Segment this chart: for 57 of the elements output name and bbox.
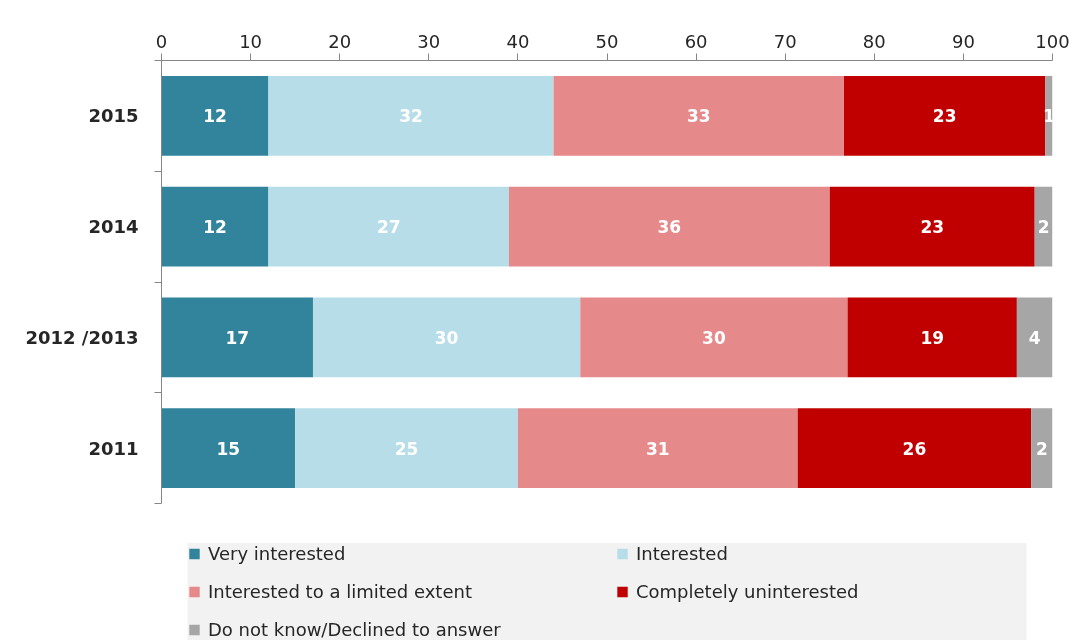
data-label: 23 bbox=[932, 106, 957, 127]
data-label: 4 bbox=[1028, 327, 1041, 348]
legend-label: Do not know/Declined to answer bbox=[208, 619, 502, 640]
x-tick-label: 80 bbox=[862, 30, 886, 52]
x-tick-label: 30 bbox=[417, 30, 441, 52]
legend-label: Interested to a limited extent bbox=[208, 581, 473, 602]
data-label: 19 bbox=[920, 327, 945, 348]
data-label: 12 bbox=[203, 217, 227, 238]
data-label: 27 bbox=[376, 217, 401, 238]
bar bbox=[268, 186, 509, 267]
data-label: 33 bbox=[686, 106, 711, 127]
x-tick-label: 0 bbox=[155, 30, 168, 52]
x-tick-label: 20 bbox=[328, 30, 352, 52]
bar bbox=[295, 408, 518, 488]
y-tick-label: 2015 bbox=[88, 105, 139, 127]
bar bbox=[1031, 408, 1053, 488]
data-label: 2 bbox=[1037, 217, 1050, 238]
legend-label: Completely uninterested bbox=[636, 581, 860, 602]
bar bbox=[847, 297, 1017, 378]
legend-label: Interested bbox=[636, 543, 729, 564]
bar bbox=[508, 186, 830, 267]
bar bbox=[580, 297, 848, 378]
data-label: 17 bbox=[225, 327, 250, 348]
data-label: 26 bbox=[902, 438, 927, 459]
x-tick-label: 40 bbox=[506, 30, 530, 52]
x-tick-label: 70 bbox=[773, 30, 797, 52]
bar bbox=[268, 76, 554, 156]
bar bbox=[829, 186, 1035, 267]
bar bbox=[312, 297, 581, 378]
data-label: 32 bbox=[399, 106, 423, 127]
y-tick-label: 2011 bbox=[88, 437, 139, 459]
data-label: 25 bbox=[394, 438, 419, 459]
y-tick-label: 2014 bbox=[88, 216, 139, 238]
x-tick-label: 10 bbox=[239, 30, 263, 52]
x-tick-label: 90 bbox=[951, 30, 975, 52]
x-tick-label: 60 bbox=[684, 30, 708, 52]
bar bbox=[161, 186, 269, 267]
bar bbox=[553, 76, 845, 156]
bar bbox=[844, 76, 1046, 156]
data-label: 36 bbox=[657, 217, 682, 238]
x-tick-label: 100 bbox=[1035, 30, 1070, 52]
data-label: 2 bbox=[1035, 438, 1048, 459]
legend-label: Very interested bbox=[208, 543, 347, 564]
x-tick-label: 50 bbox=[595, 30, 619, 52]
data-label: 23 bbox=[920, 217, 945, 238]
data-label: 15 bbox=[216, 438, 241, 459]
bar bbox=[797, 408, 1032, 488]
data-label: 30 bbox=[434, 327, 459, 348]
y-tick-label: 2012 /2013 bbox=[25, 326, 139, 348]
bar bbox=[517, 408, 798, 488]
bar bbox=[161, 408, 296, 488]
bar bbox=[161, 76, 269, 156]
data-label: 30 bbox=[702, 327, 726, 348]
data-label: 31 bbox=[645, 438, 670, 459]
bar bbox=[161, 297, 313, 378]
bar bbox=[1016, 297, 1053, 378]
data-label: 12 bbox=[203, 106, 227, 127]
